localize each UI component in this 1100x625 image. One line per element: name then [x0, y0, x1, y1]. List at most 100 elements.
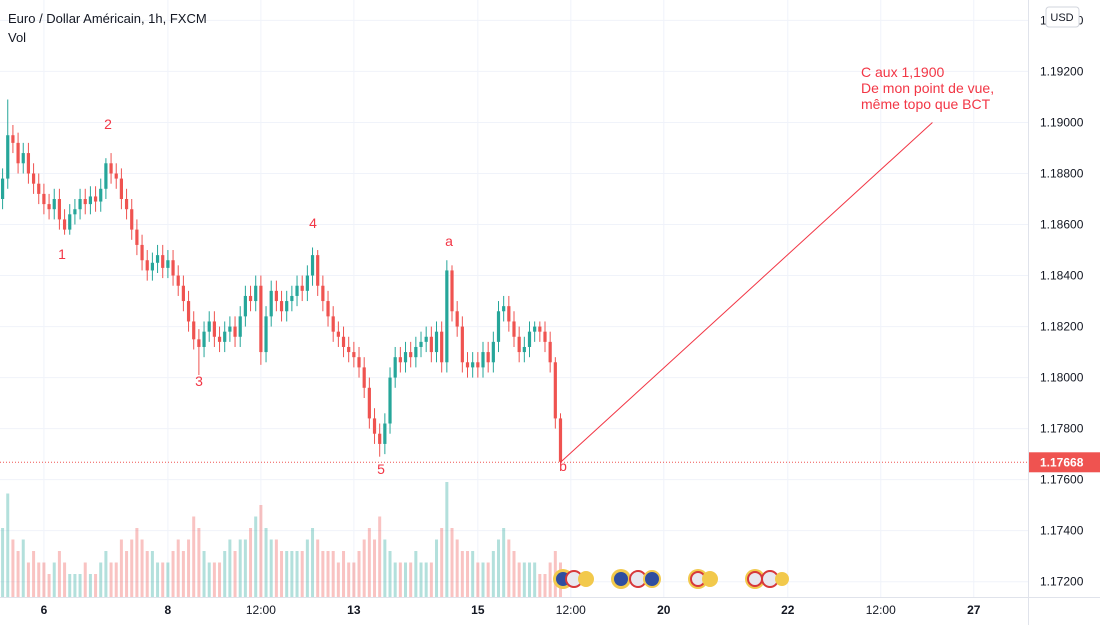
- candle-body: [212, 321, 216, 337]
- candle-body: [383, 423, 387, 444]
- candle-body: [166, 260, 170, 268]
- volume-bar: [114, 562, 118, 597]
- volume-bar: [419, 562, 423, 597]
- y-tick-label: 1.18000: [1040, 371, 1084, 385]
- volume-bar: [357, 551, 361, 597]
- volume-bar: [73, 574, 77, 597]
- note-line: C aux 1,1900: [861, 64, 944, 80]
- volume-bar: [290, 551, 294, 597]
- candle-body: [476, 362, 480, 368]
- candle-body: [465, 362, 470, 368]
- volume-bar: [507, 539, 511, 597]
- volume-bar: [424, 562, 428, 597]
- candle-body: [93, 196, 98, 202]
- volume-bar: [311, 528, 315, 597]
- volume-bar: [223, 551, 227, 597]
- candle-body: [68, 214, 72, 230]
- candle-body: [135, 229, 139, 245]
- chart-title: Euro / Dollar Américain, 1h, FXCM: [8, 11, 207, 26]
- x-tick-label: 13: [347, 603, 361, 617]
- candle-body: [548, 341, 552, 363]
- y-tick-label: 1.19000: [1040, 115, 1084, 129]
- volume-bar: [21, 539, 25, 597]
- volume-bar: [26, 562, 30, 597]
- x-tick-label: 12:00: [866, 603, 896, 617]
- volume-bar: [218, 562, 222, 597]
- candle-body: [512, 321, 516, 337]
- volume-bar: [119, 539, 123, 597]
- candle-body: [114, 173, 118, 179]
- volume-bar: [512, 551, 516, 597]
- volume-bar: [181, 551, 185, 597]
- candle-body: [367, 387, 371, 419]
- y-tick-label: 1.18600: [1040, 218, 1084, 232]
- note-line: De mon point de vue,: [861, 80, 994, 96]
- candle-body: [460, 326, 464, 363]
- candle-body: [11, 135, 15, 143]
- candle-body: [254, 285, 258, 302]
- x-tick-label: 12:00: [556, 603, 586, 617]
- event-icon: [643, 570, 661, 588]
- last-price-label: 1.17668: [1040, 455, 1084, 469]
- volume-bar: [6, 493, 10, 597]
- volume-bar: [466, 551, 470, 597]
- y-tick-label: 1.17600: [1040, 473, 1084, 487]
- volume-bar: [42, 562, 46, 597]
- candle-body: [341, 336, 346, 347]
- candle-body: [6, 135, 10, 179]
- candle-body: [543, 331, 547, 342]
- candle-body: [414, 346, 418, 358]
- candle-body: [109, 163, 113, 174]
- candle-body: [305, 275, 309, 291]
- candle-body: [440, 331, 444, 363]
- candle-body: [264, 316, 268, 353]
- volume-bar: [197, 528, 201, 597]
- volume-bar: [140, 539, 144, 597]
- candle-body: [202, 331, 206, 347]
- candle-body: [388, 377, 392, 424]
- volume-bar: [109, 562, 113, 597]
- candle-body: [223, 331, 227, 342]
- volume-bar: [455, 539, 459, 597]
- volume-bar: [264, 528, 268, 597]
- y-tick-label: 1.18200: [1040, 320, 1084, 334]
- currency-badge: [1045, 6, 1080, 28]
- candle-body: [522, 346, 526, 353]
- candle-body: [161, 255, 165, 268]
- volume-bar: [130, 539, 134, 597]
- y-tick-label: 1.19200: [1040, 64, 1084, 78]
- volume-bar: [16, 551, 20, 597]
- volume-bar: [295, 551, 299, 597]
- volume-bar: [171, 551, 175, 597]
- candle-body: [398, 357, 402, 363]
- volume-bar: [481, 562, 485, 597]
- event-icon: [747, 571, 763, 587]
- candle-body: [21, 153, 25, 164]
- volume-bar: [527, 562, 531, 597]
- candle-body: [517, 336, 521, 353]
- volume-bar: [233, 551, 237, 597]
- candle-body: [331, 316, 335, 332]
- volume-bar: [471, 551, 475, 597]
- candle-body: [496, 311, 501, 342]
- volume-bar: [305, 539, 309, 597]
- volume-bar: [238, 539, 242, 597]
- y-tick-label: 1.18400: [1040, 269, 1084, 283]
- candle-body: [83, 199, 87, 205]
- candle-body: [243, 295, 247, 317]
- volume-bar: [145, 551, 149, 597]
- candle-body: [207, 321, 211, 332]
- candle-body: [16, 142, 20, 164]
- volume-bar: [63, 562, 67, 597]
- candle-body: [527, 331, 532, 347]
- volume-bar: [440, 528, 444, 597]
- volume-bar: [316, 539, 320, 597]
- candle-body: [300, 285, 304, 291]
- volume-bar: [393, 562, 397, 597]
- candle-body: [538, 326, 542, 332]
- candle-body: [450, 270, 454, 312]
- candle-body: [357, 357, 361, 368]
- volume-bar: [378, 516, 382, 597]
